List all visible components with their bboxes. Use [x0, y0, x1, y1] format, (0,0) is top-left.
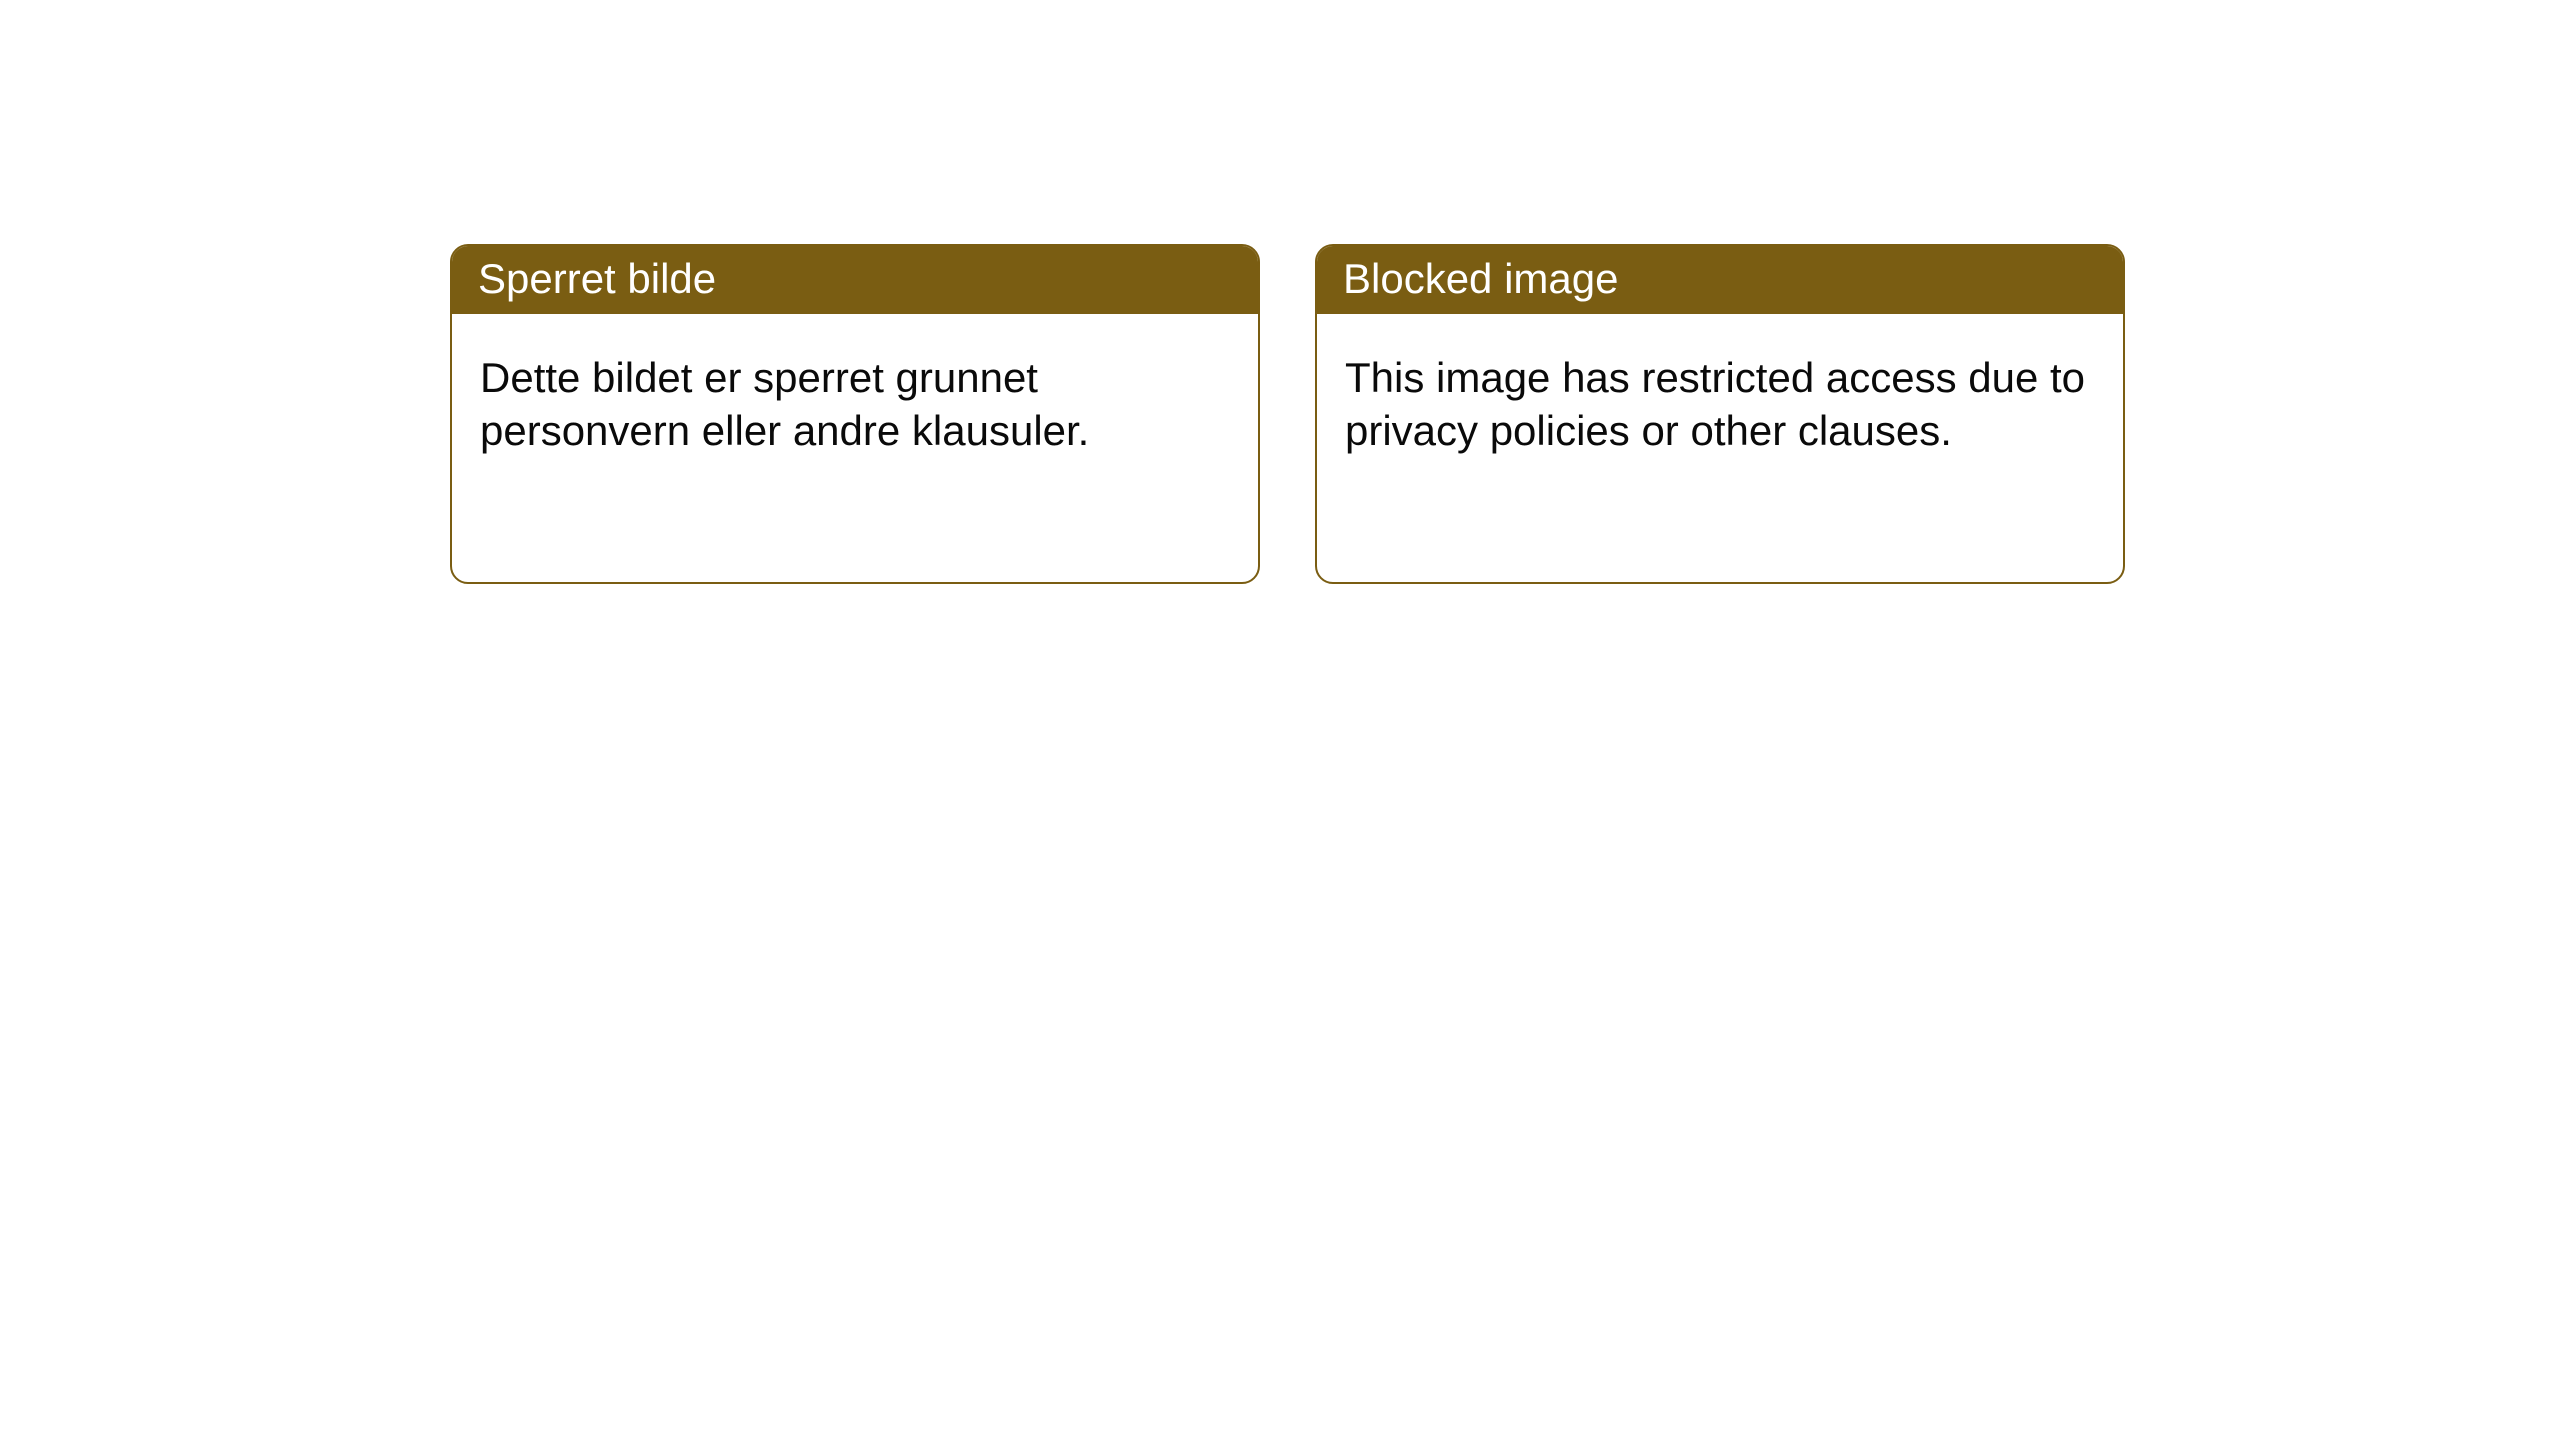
notice-container: Sperret bilde Dette bildet er sperret gr… — [0, 0, 2560, 584]
notice-box-norwegian: Sperret bilde Dette bildet er sperret gr… — [450, 244, 1260, 584]
notice-title: Sperret bilde — [452, 246, 1258, 314]
notice-body: Dette bildet er sperret grunnet personve… — [452, 314, 1258, 495]
notice-body: This image has restricted access due to … — [1317, 314, 2123, 495]
notice-title: Blocked image — [1317, 246, 2123, 314]
notice-box-english: Blocked image This image has restricted … — [1315, 244, 2125, 584]
